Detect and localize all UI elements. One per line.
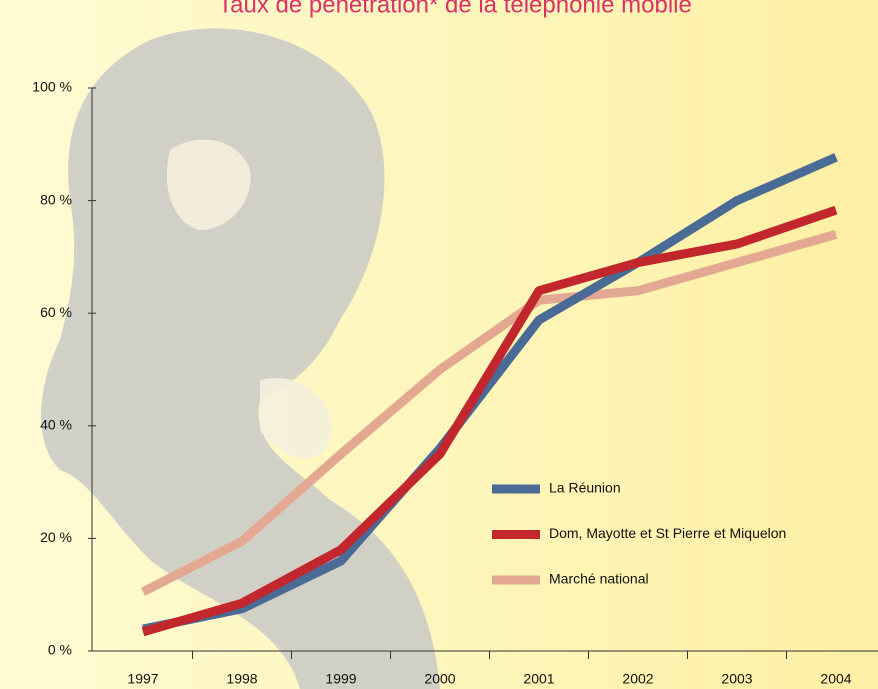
x-tick-label: 2000	[424, 671, 455, 687]
x-tick-label: 2001	[523, 671, 554, 687]
x-tick-label: 1997	[127, 671, 158, 687]
y-tick-label: 80 %	[40, 191, 72, 207]
y-tick-label: 40 %	[40, 417, 72, 433]
legend-label: Marché national	[549, 571, 649, 587]
x-tick-label: 1998	[226, 671, 257, 687]
x-tick-label: 1999	[325, 671, 356, 687]
y-tick-label: 60 %	[40, 304, 72, 320]
y-tick-label: 20 %	[40, 529, 72, 545]
x-tick-label: 2004	[820, 671, 851, 687]
legend-label: Dom, Mayotte et St Pierre et Miquelon	[549, 525, 786, 541]
x-tick-label: 2003	[721, 671, 752, 687]
legend-label: La Réunion	[549, 480, 621, 496]
y-tick-label: 0 %	[48, 642, 72, 658]
chart: Taux de pénétration* de la téléphonie mo…	[0, 0, 878, 689]
y-tick-label: 100 %	[32, 79, 72, 95]
x-tick-label: 2002	[622, 671, 653, 687]
chart-title: Taux de pénétration* de la téléphonie mo…	[218, 0, 692, 18]
